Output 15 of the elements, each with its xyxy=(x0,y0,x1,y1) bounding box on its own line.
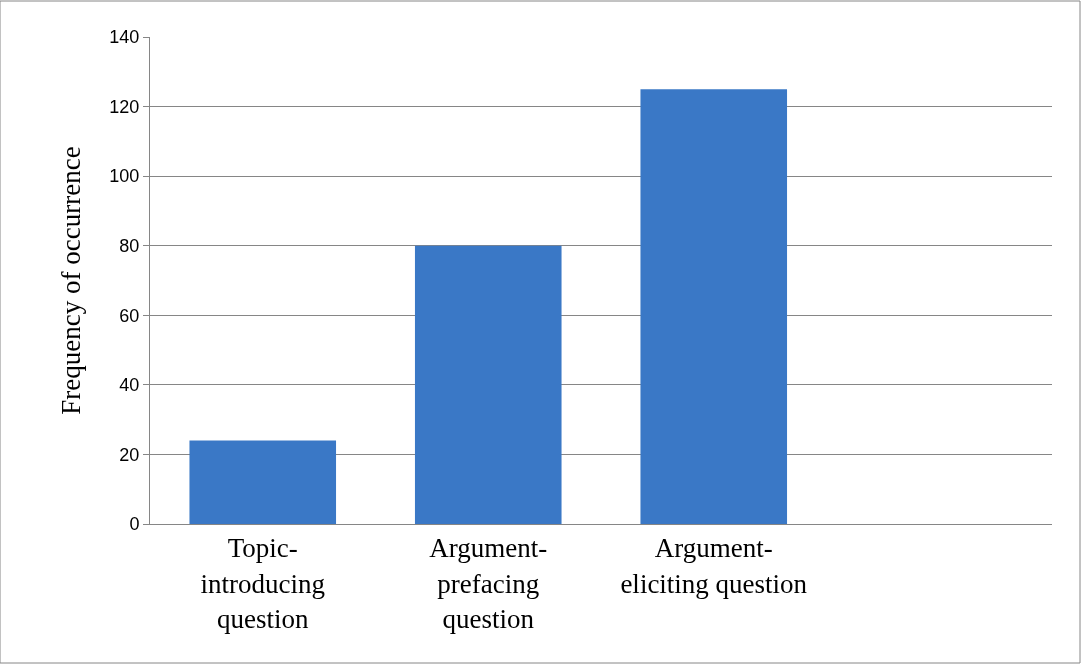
y-tick-label: 140 xyxy=(109,27,140,48)
bar xyxy=(640,89,788,524)
y-tick-label: 80 xyxy=(119,236,140,257)
x-tick-label: Argument- prefacing question xyxy=(429,533,548,634)
bar xyxy=(414,245,562,524)
y-axis-title: Frequency of occurrence xyxy=(56,146,87,415)
y-tick-label: 60 xyxy=(119,305,140,326)
y-tick-label: 0 xyxy=(129,514,140,535)
bar xyxy=(189,440,337,524)
y-tick-label: 100 xyxy=(109,166,140,187)
y-tick-label: 120 xyxy=(109,96,140,117)
x-tick-label: Argument- eliciting question xyxy=(620,533,808,599)
y-tick-label: 40 xyxy=(119,375,140,396)
x-tick-label: Topic- introducing question xyxy=(200,533,325,634)
y-tick-label: 20 xyxy=(119,444,140,465)
